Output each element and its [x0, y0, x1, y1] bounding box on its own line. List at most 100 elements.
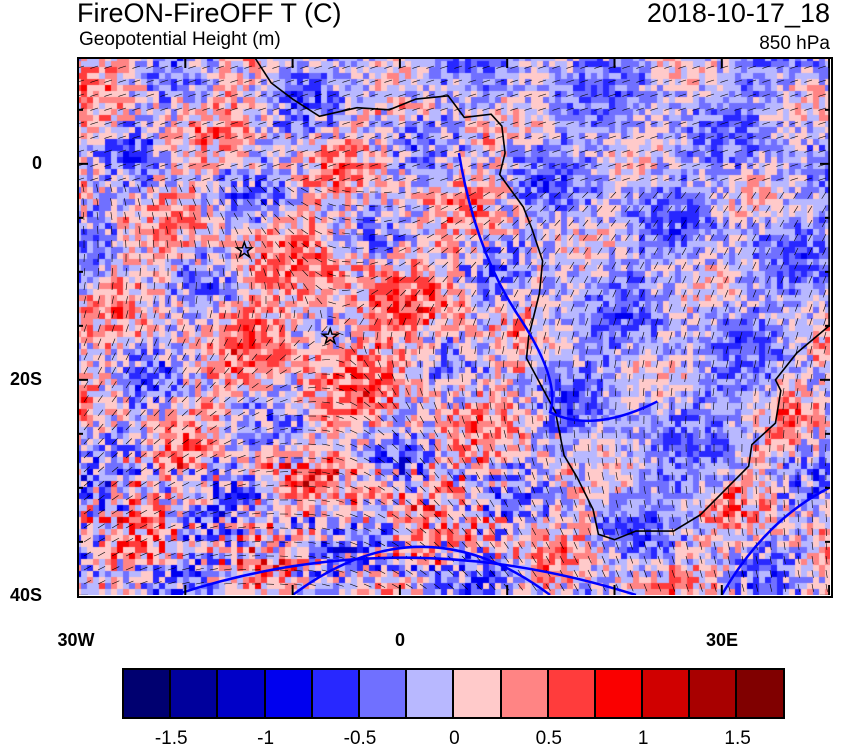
- wind-barb: [237, 296, 239, 305]
- wind-barb: [181, 439, 189, 445]
- wind-barb: [797, 429, 799, 438]
- wind-barb: [237, 498, 246, 501]
- y-tick-label: 20S: [9, 369, 42, 389]
- wind-barb: [279, 456, 288, 459]
- colorbar-label: 1.5: [724, 728, 751, 749]
- wind-barb: [384, 135, 393, 139]
- wind-barb: [315, 271, 323, 277]
- wind-barb: [583, 261, 589, 269]
- wind-barb: [428, 275, 435, 282]
- wind-barb: [384, 205, 393, 208]
- wind-barb: [559, 499, 564, 508]
- wind-barb: [377, 373, 383, 381]
- wind-barb: [538, 93, 547, 97]
- wind-barb: [587, 471, 591, 480]
- wind-barb: [447, 471, 453, 479]
- wind-barb: [83, 352, 88, 361]
- wind-barb: [670, 387, 673, 396]
- wind-barb: [251, 383, 259, 389]
- wind-barb: [734, 149, 743, 153]
- wind-barb: [768, 373, 771, 382]
- wind-barb: [209, 324, 214, 333]
- wind-barb: [153, 409, 160, 417]
- wind-barb: [555, 247, 561, 255]
- wind-barb: [152, 240, 155, 249]
- wind-barb: [809, 331, 813, 340]
- wind-barb: [585, 345, 589, 354]
- wind-barb: [293, 310, 296, 319]
- wind-barb: [601, 485, 605, 494]
- wind-barb: [598, 289, 603, 298]
- wind-barb: [279, 442, 288, 445]
- wind-barb: [461, 387, 464, 396]
- wind-barb: [517, 485, 522, 494]
- wind-barb: [727, 527, 730, 536]
- wind-barb: [641, 331, 645, 340]
- wind-barb: [391, 499, 399, 505]
- wind-barb: [724, 303, 729, 312]
- wind-barb: [708, 191, 715, 199]
- wind-barb: [349, 331, 352, 340]
- wind-barb: [402, 317, 407, 326]
- wind-barb: [286, 107, 295, 111]
- wind-barb: [398, 233, 407, 238]
- wind-barb: [195, 352, 201, 361]
- wind-barb: [153, 524, 162, 529]
- wind-barb: [545, 485, 550, 494]
- wind-barb: [502, 359, 505, 368]
- colorbar-swatch: [265, 670, 313, 717]
- wind-barb: [412, 121, 421, 125]
- wind-barb: [398, 191, 407, 194]
- wind-barb: [356, 149, 365, 153]
- wind-barb: [405, 387, 410, 396]
- wind-barb: [779, 205, 785, 213]
- wind-barb: [601, 499, 605, 508]
- wind-barb: [461, 429, 466, 438]
- wind-barb: [706, 93, 715, 97]
- wind-barb: [300, 121, 309, 125]
- wind-barb: [321, 401, 330, 404]
- wind-barb: [513, 275, 519, 283]
- wind-barb: [384, 191, 393, 194]
- wind-barb: [342, 232, 351, 235]
- wind-barb: [153, 467, 161, 473]
- wind-barb: [192, 184, 197, 193]
- wind-barb: [539, 191, 547, 198]
- wind-barb: [349, 359, 357, 366]
- wind-barb: [433, 485, 440, 493]
- map-overlay: [78, 58, 830, 595]
- wind-barb: [720, 107, 729, 111]
- wind-barb: [160, 135, 169, 139]
- wind-barb: [223, 440, 232, 445]
- wind-barb: [810, 387, 813, 396]
- wind-barb: [475, 583, 482, 590]
- wind-barb: [573, 555, 578, 564]
- wind-barb: [220, 226, 225, 235]
- wind-barb: [781, 331, 785, 340]
- wind-barb: [524, 93, 533, 97]
- wind-barb: [377, 457, 385, 463]
- wind-barb: [643, 541, 647, 550]
- wind-barb: [289, 269, 295, 277]
- wind-barb: [599, 317, 603, 326]
- wind-barb: [706, 135, 715, 139]
- wind-barb: [582, 191, 589, 198]
- wind-barb: [370, 177, 379, 181]
- wind-barb: [821, 191, 827, 199]
- wind-barb: [412, 233, 421, 238]
- wind-barb: [104, 121, 113, 125]
- wind-barb: [737, 233, 743, 242]
- wind-barb: [377, 527, 386, 533]
- wind-barb: [194, 254, 197, 263]
- wind-barb: [132, 135, 141, 139]
- wind-barb: [474, 345, 477, 354]
- wind-barb: [111, 409, 118, 417]
- wind-barb: [286, 149, 295, 153]
- wind-barb: [740, 373, 743, 382]
- wind-barb: [356, 190, 365, 193]
- wind-barb: [741, 513, 744, 522]
- wind-barb: [622, 121, 631, 125]
- wind-barb: [524, 65, 533, 69]
- wind-barb: [293, 499, 303, 501]
- wind-barb: [622, 79, 631, 83]
